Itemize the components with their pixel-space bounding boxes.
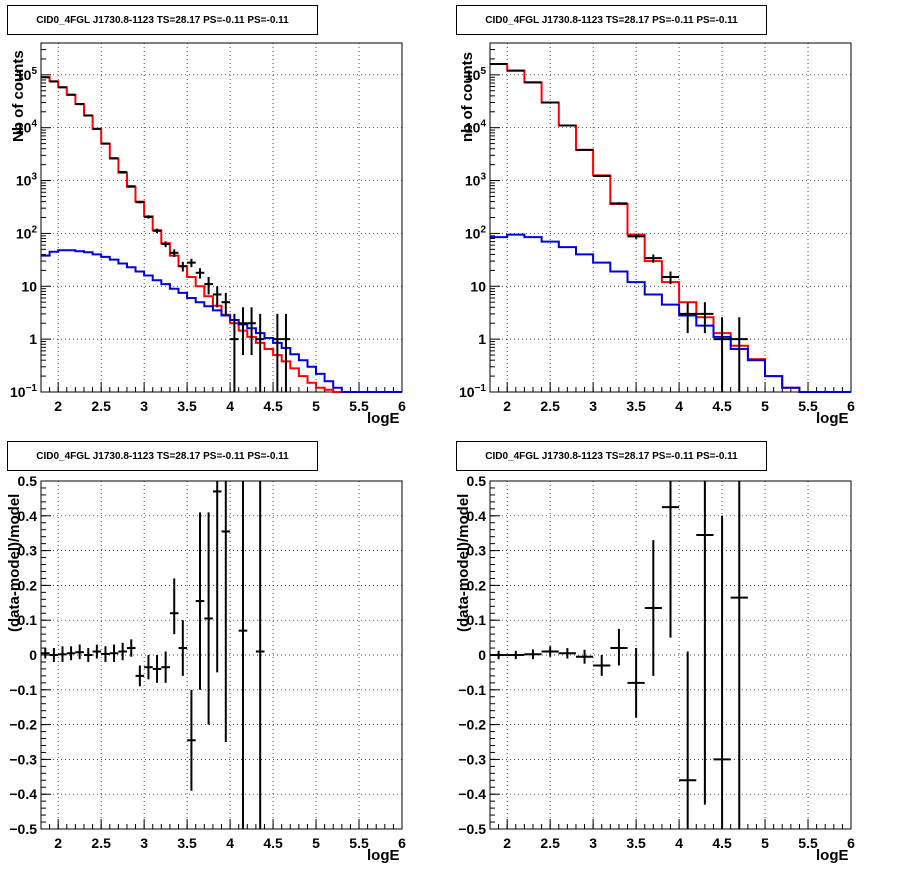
y-tick-label: 0.1 (18, 612, 38, 628)
plot-title: CID0_4FGL J1730.8-1123 TS=28.17 PS=-0.11… (7, 441, 318, 471)
x-tick-label: 2.5 (540, 398, 560, 414)
x-tick-label: 5.5 (349, 835, 369, 851)
x-tick-label: 6 (847, 835, 855, 851)
x-tick-label: 6 (398, 835, 406, 851)
x-tick-label: 5.5 (349, 398, 369, 414)
x-axis-label: logE (367, 847, 400, 864)
y-tick-label: −0.3 (9, 751, 37, 767)
y-tick-label: 102 (16, 224, 38, 241)
counts-plot-fine: 2 2.5 3 3.5 4 4.5 5 5.5 6 10−1 1 10 102 103 104 105 (10, 42, 406, 414)
y-tick-label: 104 (16, 119, 38, 136)
y-axis-label: Nb of counts (10, 50, 27, 142)
x-tick-label: 2 (54, 835, 62, 851)
panel-counts-coarse: 2 2.5 3 3.5 4 4.5 5 5.5 6 10−1 1 10 102 103 104 105 CID… (449, 0, 898, 437)
x-tick-label: 3.5 (177, 835, 197, 851)
x-tick-label: 4.5 (712, 835, 732, 851)
y-tick-label: 0.2 (467, 577, 487, 593)
y-axis-label: nb of counts (459, 52, 476, 142)
x-tick-label: 3 (589, 835, 597, 851)
source-model-line (41, 249, 402, 393)
y-tick-label: −0.5 (458, 821, 486, 837)
x-axis-label: logE (816, 847, 849, 864)
x-tick-label: 5 (312, 398, 320, 414)
plot-frame (489, 42, 852, 393)
y-tick-label: 10 (470, 278, 486, 294)
x-axis-label: logE (367, 410, 400, 427)
y-tick-label: −0.2 (458, 717, 486, 733)
y-tick-label: −0.4 (9, 786, 37, 802)
y-tick-label: 0.3 (18, 543, 38, 559)
x-tick-label: 5.5 (798, 398, 818, 414)
x-tick-label: 3.5 (626, 398, 646, 414)
plot-title: CID0_4FGL J1730.8-1123 TS=28.17 PS=-0.11… (456, 441, 767, 471)
y-tick-label: 0.2 (18, 577, 38, 593)
x-tick-label: 5 (761, 398, 769, 414)
x-tick-label: 4 (226, 835, 234, 851)
y-tick-label: 103 (465, 172, 487, 189)
y-tick-label: 0.4 (467, 508, 487, 524)
y-tick-label: 1 (29, 331, 37, 347)
x-tick-label: 3.5 (626, 835, 646, 851)
x-tick-label: 5 (312, 835, 320, 851)
y-tick-label: 10−1 (459, 383, 486, 400)
x-tick-label: 4.5 (263, 835, 283, 851)
total-model-line (490, 63, 851, 393)
y-tick-label: −0.4 (458, 786, 486, 802)
panel-counts-fine: 2 2.5 3 3.5 4 4.5 5 5.5 6 10−1 1 10 102 103 104 105 CID… (0, 0, 449, 437)
x-tick-label: 3 (140, 398, 148, 414)
y-tick-label: −0.2 (9, 717, 37, 733)
y-tick-label: 10−1 (10, 383, 37, 400)
residual-plot-fine: 2 2.5 3 3.5 4 4.5 5 5.5 6 −0.5 −0.4 −0.3 −0.2 −0.1 0 0.… (9, 473, 406, 851)
plot-title: CID0_4FGL J1730.8-1123 TS=28.17 PS=-0.11… (7, 5, 318, 35)
x-tick-label: 2 (503, 835, 511, 851)
x-tick-label: 4 (226, 398, 234, 414)
y-tick-label: 105 (465, 66, 487, 83)
y-tick-label: 0.5 (467, 473, 487, 489)
x-tick-label: 3 (140, 835, 148, 851)
x-tick-label: 3.5 (177, 398, 197, 414)
y-tick-label: 0.5 (18, 473, 38, 489)
y-tick-label: −0.1 (458, 682, 486, 698)
x-tick-label: 4.5 (712, 398, 732, 414)
y-axis-label: (data-model)/model (455, 493, 472, 632)
y-tick-label: 0.1 (467, 612, 487, 628)
y-tick-label: 0 (29, 647, 37, 663)
x-tick-label: 5.5 (798, 835, 818, 851)
plot-title: CID0_4FGL J1730.8-1123 TS=28.17 PS=-0.11… (456, 5, 767, 35)
x-tick-label: 5 (761, 835, 769, 851)
x-tick-label: 2 (54, 398, 62, 414)
panel-residual-coarse: 2 2.5 3 3.5 4 4.5 5 5.5 6 −0.5 −0.4 −0.3 −0.2 −0.1 0 0.… (449, 437, 898, 874)
x-tick-label: 3 (589, 398, 597, 414)
x-tick-label: 6 (847, 398, 855, 414)
x-tick-label: 4.5 (263, 398, 283, 414)
y-axis-label: (data-model)/model (6, 493, 23, 632)
residual-plot-coarse: 2 2.5 3 3.5 4 4.5 5 5.5 6 −0.5 −0.4 −0.3 −0.2 −0.1 0 0.… (458, 473, 855, 851)
x-axis-label: logE (816, 410, 849, 427)
y-tick-label: 105 (16, 66, 38, 83)
y-tick-label: 0.3 (467, 543, 487, 559)
x-tick-label: 6 (398, 398, 406, 414)
x-tick-label: 2.5 (540, 835, 560, 851)
y-tick-label: 103 (16, 172, 38, 189)
total-model-line (41, 76, 402, 393)
counts-plot-coarse: 2 2.5 3 3.5 4 4.5 5 5.5 6 10−1 1 10 102 103 104 105 (459, 42, 855, 414)
y-tick-label: −0.5 (9, 821, 37, 837)
x-tick-label: 4 (675, 835, 683, 851)
y-tick-label: −0.3 (458, 751, 486, 767)
source-model-line (490, 233, 851, 393)
x-tick-label: 2.5 (91, 835, 111, 851)
y-tick-label: 10 (21, 278, 37, 294)
y-tick-label: 1 (478, 331, 486, 347)
x-tick-label: 4 (675, 398, 683, 414)
y-tick-label: 104 (465, 119, 487, 136)
panel-residual-fine: 2 2.5 3 3.5 4 4.5 5 5.5 6 −0.5 −0.4 −0.3 −0.2 −0.1 0 0.… (0, 437, 449, 874)
x-tick-label: 2 (503, 398, 511, 414)
y-tick-label: 0 (478, 647, 486, 663)
plot-frame (40, 42, 403, 393)
y-tick-label: 0.4 (18, 508, 38, 524)
y-tick-label: −0.1 (9, 682, 37, 698)
x-tick-label: 2.5 (91, 398, 111, 414)
y-tick-label: 102 (465, 224, 487, 241)
